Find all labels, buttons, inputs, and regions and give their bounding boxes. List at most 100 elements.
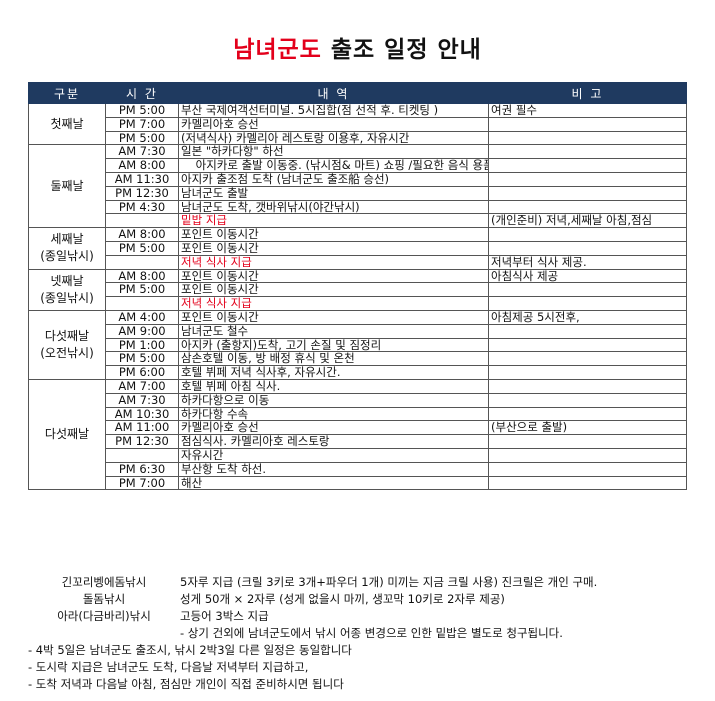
content-cell: 점심식사. 카멜리아호 레스토랑 bbox=[178, 434, 489, 449]
content-cell: 아지카 출조점 도착 (남녀군도 출조船 승선) bbox=[178, 171, 489, 187]
time-cell bbox=[105, 213, 179, 229]
schedule-row: PM 5:00 포인트 이동시간 bbox=[29, 282, 687, 298]
title-highlight: 남녀군도 bbox=[233, 37, 322, 63]
note-row: 아라(다금바리)낚시 고등어 3박스 지급 bbox=[28, 608, 688, 625]
time-cell: AM 11:00 bbox=[105, 420, 179, 436]
note-cell bbox=[488, 378, 687, 394]
note-cell bbox=[488, 116, 687, 132]
day-cell: 넷째날 (종일낚시) bbox=[28, 268, 106, 311]
note-cell bbox=[488, 351, 687, 367]
note-cell bbox=[488, 475, 687, 491]
schedule-row: PM 12:30 점심식사. 카멜리아호 레스토랑 bbox=[29, 434, 687, 449]
time-cell bbox=[105, 296, 179, 311]
day-label: 다섯째날 bbox=[44, 328, 90, 343]
content-cell: 저녁 식사 지급 bbox=[178, 254, 489, 270]
schedule-row: PM 4:30 남녀군도 도착, 갯바위낚시(야간낚시) bbox=[29, 199, 687, 215]
schedule-row: 다섯째날 (오전낚시) AM 4:00 포인트 이동시간 아침제공 5시전후, bbox=[28, 309, 687, 380]
note-cell bbox=[488, 296, 687, 311]
time-cell: AM 4:00 bbox=[105, 309, 179, 325]
schedule-row: 둘째날 AM 7:30 일본 "하카다항" 하선 bbox=[28, 144, 687, 229]
time-cell: AM 8:00 bbox=[105, 158, 179, 173]
note-cell: (부산으로 출발) bbox=[488, 420, 687, 436]
schedule-row: PM 7:00 카멜리아호 승선 bbox=[29, 116, 687, 132]
content-cell: 남녀군도 출발 bbox=[178, 185, 489, 201]
content-cell: 하카다항으로 이동 bbox=[178, 392, 489, 408]
content-cell: 하카다항 수속 bbox=[178, 406, 489, 422]
note-label: 돌돔낚시 bbox=[82, 592, 126, 606]
schedule-row: AM 8:00 아지카로 출발 이동중. (낚시점& 마트) 쇼핑 /필요한 음… bbox=[29, 158, 687, 173]
note-cell bbox=[488, 434, 687, 449]
note-text: 5자루 지급 (크릴 3키로 3개+파우더 1개) 미끼는 지금 크릴 사용) … bbox=[180, 575, 598, 589]
day-label: 세째날 bbox=[50, 232, 84, 247]
day-label: 둘째날 bbox=[50, 178, 84, 193]
note-row: 돌돔낚시 성게 50개 × 2자루 (성게 없을시 마끼, 생꼬막 10키로 2자… bbox=[28, 591, 688, 608]
day-label: 첫째날 bbox=[50, 116, 84, 131]
time-cell bbox=[105, 254, 179, 270]
day-cell: 다섯째날 bbox=[28, 378, 106, 491]
time-cell: AM 7:30 bbox=[105, 144, 179, 160]
day-cell: 다섯째날 (오전낚시) bbox=[28, 309, 106, 380]
note-row: 긴꼬리벵에돔낚시 5자루 지급 (크릴 3키로 3개+파우더 1개) 미끼는 지금… bbox=[28, 574, 688, 591]
note-cell bbox=[488, 240, 687, 256]
content-cell: 카멜리아호 승선 bbox=[178, 116, 489, 132]
time-cell: PM 12:30 bbox=[105, 434, 179, 449]
footer-line: - 도시락 지급은 남녀군도 도착, 다음날 저녁부터 지급하고, bbox=[28, 660, 309, 674]
content-cell: 아지카 (출항지)도착, 고기 손질 및 짐정리 bbox=[178, 337, 489, 353]
schedule-row: AM 11:30 아지카 출조점 도착 (남녀군도 출조船 승선) bbox=[29, 171, 687, 187]
schedule-row: PM 7:00 해산 bbox=[29, 475, 687, 491]
note-cell bbox=[488, 365, 687, 380]
day-sub: (종일낚시) bbox=[40, 249, 94, 264]
note-cell bbox=[488, 158, 687, 173]
note-cell bbox=[488, 323, 687, 339]
header-cell: 시 간 bbox=[105, 82, 179, 104]
time-cell bbox=[105, 447, 179, 463]
header-cell: 구분 bbox=[28, 82, 106, 104]
note-row: - 상기 건외에 남녀군도에서 낚시 어종 변경으로 인한 밑밥은 별도로 청구… bbox=[28, 625, 688, 642]
content-cell: 호텔 뷔페 아침 식사. bbox=[178, 378, 489, 394]
note-cell bbox=[488, 392, 687, 408]
time-cell: PM 6:00 bbox=[105, 365, 179, 380]
header-cell: 내 역 bbox=[178, 82, 489, 104]
day-cell: 첫째날 bbox=[28, 102, 106, 146]
content-cell: 남녀군도 철수 bbox=[178, 323, 489, 339]
schedule-row: PM 6:00 호텔 뷔페 저녁 식사후, 자유시간. bbox=[29, 365, 687, 380]
time-cell: AM 7:30 bbox=[105, 392, 179, 408]
note-cell: 여권 필수 bbox=[488, 103, 687, 118]
note-cell bbox=[488, 282, 687, 298]
table-body: 첫째날 PM 5:00 부산 국제여객선터미널. 5시집합(점 선적 후. 티켓팅 … bbox=[28, 102, 687, 491]
title: 남녀군도 출조 일정 안내 bbox=[0, 30, 715, 64]
note-cell bbox=[488, 185, 687, 201]
time-cell: AM 10:30 bbox=[105, 406, 179, 422]
schedule-row: 저녁 식사 지급 저녁부터 식사 제공. bbox=[29, 254, 687, 270]
schedule-row: AM 11:00 카멜리아호 승선 (부산으로 출발) bbox=[29, 420, 687, 436]
content-cell: 저녁 식사 지급 bbox=[178, 296, 489, 311]
schedule-row: 자유시간 bbox=[29, 447, 687, 463]
time-cell: PM 5:00 bbox=[105, 282, 179, 298]
content-cell: 포인트 이동시간 bbox=[178, 227, 489, 242]
note-cell: 아침식사 제공 bbox=[488, 268, 687, 284]
time-cell: PM 6:30 bbox=[105, 461, 179, 477]
time-cell: PM 5:00 bbox=[105, 130, 179, 146]
content-cell: 남녀군도 도착, 갯바위낚시(야간낚시) bbox=[178, 199, 489, 215]
time-cell: PM 7:00 bbox=[105, 475, 179, 491]
note-label: 아라(다금바리)낚시 bbox=[57, 609, 151, 623]
note-label: 긴꼬리벵에돔낚시 bbox=[61, 575, 147, 589]
time-cell: PM 7:00 bbox=[105, 116, 179, 132]
schedule-row: 밑밥 지급 (개인준비) 저녁,세째날 아침,점심 bbox=[29, 213, 687, 229]
day-sub: (종일낚시) bbox=[40, 290, 94, 305]
header-cell: 비 고 bbox=[488, 82, 687, 104]
note-text: 성게 50개 × 2자루 (성게 없을시 마끼, 생꼬막 10키로 2자루 제공… bbox=[180, 592, 505, 606]
note-cell bbox=[488, 199, 687, 215]
time-cell: AM 11:30 bbox=[105, 171, 179, 187]
content-cell: 포인트 이동시간 bbox=[178, 309, 489, 325]
notes: 긴꼬리벵에돔낚시 5자루 지급 (크릴 3키로 3개+파우더 1개) 미끼는 지금… bbox=[28, 574, 688, 693]
schedule-row: AM 7:30 하카다항으로 이동 bbox=[29, 392, 687, 408]
content-cell: 해산 bbox=[178, 475, 489, 491]
content-cell: 밑밥 지급 bbox=[178, 213, 489, 229]
time-cell: AM 7:00 bbox=[105, 378, 179, 394]
schedule-row: PM 5:00 삼손호텔 이동, 방 배정 휴식 및 온천 bbox=[29, 351, 687, 367]
note-label bbox=[28, 625, 180, 642]
